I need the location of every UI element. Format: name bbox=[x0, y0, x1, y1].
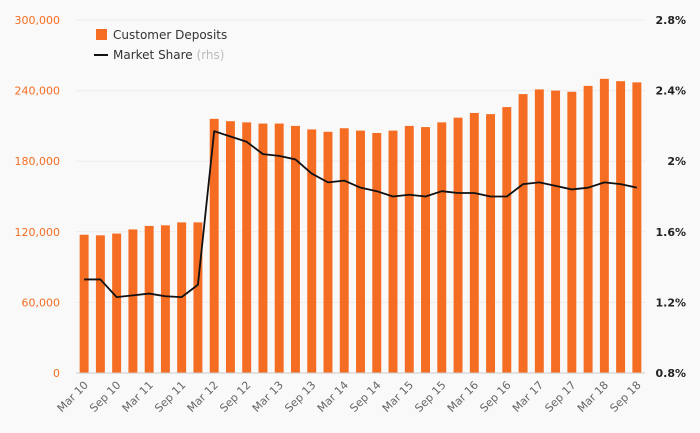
legend-label-deposits: Customer Deposits bbox=[113, 28, 227, 42]
x-axis-tick-label: Sep 12 bbox=[217, 379, 253, 415]
left-axis-ticks: 0 60,000 120,000 180,000 240,000 300,000 bbox=[15, 14, 61, 380]
legend-swatch-deposits bbox=[96, 29, 107, 40]
left-axis-tick-label: 120,000 bbox=[15, 226, 61, 239]
x-axis-tick-label: Mar 15 bbox=[380, 379, 416, 415]
x-axis-tick-label: Sep 13 bbox=[282, 379, 318, 415]
deposit-bar bbox=[551, 90, 561, 373]
deposit-bar bbox=[502, 107, 512, 373]
deposit-bars bbox=[79, 78, 642, 374]
x-axis-tick-label: Mar 13 bbox=[250, 379, 286, 415]
right-axis-tick-label: 2% bbox=[667, 155, 686, 168]
legend-label-market-share: Market Share (rhs) bbox=[113, 48, 224, 62]
x-axis-tick-label: Sep 15 bbox=[412, 379, 448, 415]
x-axis-tick-label: Sep 16 bbox=[477, 379, 513, 415]
deposit-bar bbox=[372, 132, 382, 373]
deposit-bar bbox=[225, 121, 235, 373]
x-axis-tick-label: Sep 10 bbox=[87, 379, 123, 415]
deposit-bar bbox=[486, 114, 496, 373]
deposit-bar bbox=[79, 234, 89, 373]
deposit-bar bbox=[388, 130, 398, 373]
deposit-bar bbox=[209, 118, 219, 373]
deposit-bar bbox=[404, 125, 414, 374]
deposit-bar bbox=[128, 229, 138, 373]
right-axis-tick-label: 1.6% bbox=[655, 226, 686, 239]
deposit-bar bbox=[274, 123, 284, 373]
right-axis-tick-label: 2.8% bbox=[655, 14, 686, 27]
left-axis-tick-label: 180,000 bbox=[15, 155, 61, 168]
right-axis-tick-label: 0.8% bbox=[655, 367, 686, 380]
deposit-bar bbox=[242, 122, 252, 374]
deposit-bar bbox=[632, 82, 642, 374]
x-axis-tick-label: Mar 14 bbox=[315, 379, 351, 415]
deposit-bar bbox=[193, 222, 203, 373]
right-axis-tick-label: 1.2% bbox=[655, 296, 686, 309]
deposit-bar bbox=[437, 122, 447, 374]
legend: Customer Deposits Market Share (rhs) bbox=[94, 28, 227, 62]
x-axis-tick-label: Mar 18 bbox=[575, 379, 611, 415]
deposit-bar bbox=[258, 123, 268, 373]
deposit-bar bbox=[453, 117, 463, 373]
x-axis-tick-label: Sep 17 bbox=[542, 379, 578, 415]
deposit-bar bbox=[616, 81, 626, 373]
deposit-bar bbox=[421, 127, 430, 373]
market-share-line bbox=[84, 130, 638, 299]
deposit-bar bbox=[583, 85, 593, 373]
left-axis-tick-label: 60,000 bbox=[22, 296, 61, 309]
deposit-bar bbox=[599, 78, 609, 373]
deposit-bar bbox=[339, 128, 349, 373]
left-axis-tick-label: 0 bbox=[53, 367, 60, 380]
x-axis-tick-label: Sep 11 bbox=[152, 379, 188, 415]
deposit-bar bbox=[112, 233, 122, 373]
deposit-bar bbox=[95, 235, 105, 373]
x-axis-tick-label: Sep 18 bbox=[607, 379, 643, 415]
deposit-bar bbox=[469, 112, 479, 374]
deposit-bar bbox=[518, 94, 528, 373]
deposit-bar bbox=[160, 225, 170, 373]
deposit-bar bbox=[356, 130, 365, 373]
x-axis-tick-label: Mar 11 bbox=[120, 379, 156, 415]
deposit-bar bbox=[323, 131, 333, 373]
x-axis-tick-label: Mar 17 bbox=[510, 379, 546, 415]
right-axis-tick-label: 2.4% bbox=[655, 85, 686, 98]
x-axis-tick-label: Mar 16 bbox=[445, 379, 481, 415]
deposit-bar bbox=[144, 225, 154, 373]
x-axis-tick-label: Mar 12 bbox=[185, 379, 221, 415]
right-axis-ticks: 0.8% 1.2% 1.6% 2% 2.4% 2.8% bbox=[655, 14, 686, 380]
x-axis-tick-label: Sep 14 bbox=[347, 379, 383, 415]
deposit-bar bbox=[567, 91, 577, 373]
left-axis-tick-label: 300,000 bbox=[15, 14, 61, 27]
left-axis-tick-label: 240,000 bbox=[15, 85, 61, 98]
deposit-bar bbox=[291, 125, 300, 374]
deposit-bar bbox=[534, 89, 544, 374]
deposit-bar bbox=[307, 129, 317, 373]
x-axis-tick-label: Mar 10 bbox=[55, 379, 91, 415]
